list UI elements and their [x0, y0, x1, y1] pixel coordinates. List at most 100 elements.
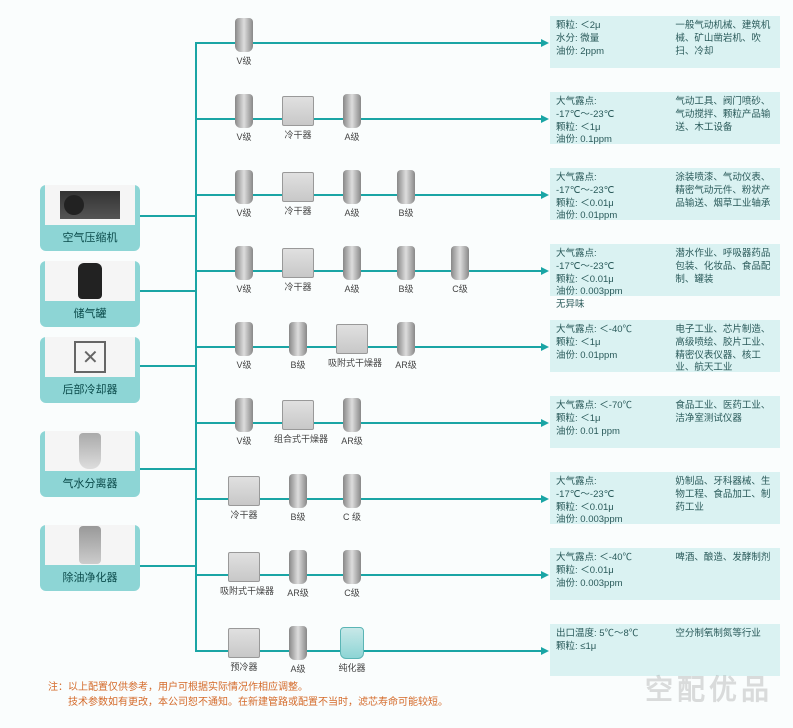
- filter-icon: [343, 474, 361, 508]
- node-label: 储气罐: [40, 301, 140, 327]
- flow-row: 冷干器 B级 C 级 大气露点: -17℃～-23℃ 颗粒: ＜0.01μ 油份: 0…: [220, 468, 780, 528]
- filter-icon: [235, 18, 253, 52]
- stage: B级: [382, 170, 430, 219]
- stage-label: C级: [328, 586, 376, 599]
- dryer-icon: [282, 172, 314, 202]
- spec-params: 大气露点: ＜-40℃ 颗粒: ＜1μ 油份: 0.01ppm: [556, 324, 669, 368]
- node-label: 气水分离器: [40, 471, 140, 497]
- spec-box: 大气露点: ＜-40℃ 颗粒: ＜0.01μ 油份: 0.003ppm啤酒、酿造…: [550, 548, 780, 600]
- stage-label: B级: [382, 282, 430, 295]
- dryer-icon: [336, 324, 368, 354]
- filter-icon: [343, 550, 361, 584]
- stage-label: 纯化器: [328, 661, 376, 674]
- dryer-icon: [228, 552, 260, 582]
- stage: 冷干器: [274, 248, 322, 293]
- tank-icon: [45, 261, 135, 301]
- filter-icon: [289, 322, 307, 356]
- filter-icon: [235, 398, 253, 432]
- stage: A级: [274, 626, 322, 675]
- spec-params: 大气露点: -17℃～-23℃ 颗粒: ＜0.01μ 油份: 0.003ppm: [556, 476, 669, 520]
- dryer-icon: [282, 400, 314, 430]
- filter-icon: [397, 322, 415, 356]
- stage: 组合式干燥器: [274, 400, 322, 445]
- node-oil-purifier: 除油净化器: [40, 525, 140, 591]
- spec-params: 大气露点: -17℃～-23℃ 颗粒: ＜1μ 油份: 0.1ppm: [556, 96, 669, 140]
- stage: A级: [328, 246, 376, 295]
- stage: C级: [436, 246, 484, 295]
- stage: AR级: [274, 550, 322, 599]
- stage-label: A级: [328, 130, 376, 143]
- dryer-icon: [228, 476, 260, 506]
- stage-label: A级: [274, 662, 322, 675]
- stage-label: 组合式干燥器: [274, 432, 322, 445]
- spec-apps: 一般气动机械、建筑机械、矿山凿岩机、吹扫、冷却: [669, 20, 774, 64]
- compressor-icon: [45, 185, 135, 225]
- stage: 冷干器: [274, 96, 322, 141]
- spec-box: 大气露点: ＜-40℃ 颗粒: ＜1μ 油份: 0.01ppm电子工业、芯片制造…: [550, 320, 780, 372]
- stage: 吸附式干燥器: [328, 324, 376, 369]
- filter-icon: [343, 94, 361, 128]
- spec-apps: 气动工具、阀门喷砂、气动搅拌、颗粒产品输送、木工设备: [669, 96, 774, 140]
- filter-icon: [451, 246, 469, 280]
- filter-icon: [235, 322, 253, 356]
- spec-apps: 食品工业、医药工业、洁净室测试仪器: [669, 400, 774, 444]
- stage-label: V级: [220, 358, 268, 371]
- stage: B级: [274, 322, 322, 371]
- spec-apps: 奶制品、牙科器械、生物工程、食品加工、制药工业: [669, 476, 774, 520]
- stage: V级: [220, 246, 268, 295]
- stage-label: V级: [220, 282, 268, 295]
- flow-row: V级冷干器 A级 B级 C级 大气露点: -17℃～-23℃ 颗粒: ＜0.01μ 油份…: [220, 240, 780, 300]
- fan-icon: [45, 337, 135, 377]
- stage-label: 冷干器: [220, 508, 268, 521]
- node-label: 空气压缩机: [40, 225, 140, 251]
- stage-label: B级: [274, 358, 322, 371]
- spec-box: 大气露点: -17℃～-23℃ 颗粒: ＜0.01μ 油份: 0.003ppm …: [550, 244, 780, 296]
- stage-label: 吸附式干燥器: [328, 356, 376, 369]
- stage-label: C级: [436, 282, 484, 295]
- dryer-icon: [228, 628, 260, 658]
- flow-row: V级冷干器A级B级大气露点: -17℃～-23℃ 颗粒: ＜0.01μ 油份: …: [220, 164, 780, 224]
- filter-icon: [397, 246, 415, 280]
- dryer-icon: [282, 248, 314, 278]
- stage-label: AR级: [328, 434, 376, 447]
- stage-label: 冷干器: [274, 204, 322, 217]
- stage: 预冷器: [220, 628, 268, 673]
- stage-label: AR级: [274, 586, 322, 599]
- stage-label: B级: [382, 206, 430, 219]
- trunk-line: [140, 290, 195, 292]
- dryer-icon: [282, 96, 314, 126]
- stage: V级: [220, 94, 268, 143]
- stage: V级: [220, 398, 268, 447]
- spec-box: 大气露点: ＜-70℃ 颗粒: ＜1μ 油份: 0.01 ppm食品工业、医药工…: [550, 396, 780, 448]
- filter-icon: [343, 170, 361, 204]
- filter-icon: [289, 550, 307, 584]
- spec-params: 大气露点: ＜-40℃ 颗粒: ＜0.01μ 油份: 0.003ppm: [556, 552, 669, 596]
- stage-label: V级: [220, 54, 268, 67]
- filter-icon: [235, 246, 253, 280]
- flow-row: V级冷干器 A级 大气露点: -17℃～-23℃ 颗粒: ＜1μ 油份: 0.1pp…: [220, 88, 780, 148]
- stage: B级: [274, 474, 322, 523]
- stage: A级: [328, 94, 376, 143]
- spec-params: 大气露点: ＜-70℃ 颗粒: ＜1μ 油份: 0.01 ppm: [556, 400, 669, 444]
- stage: 吸附式干燥器: [220, 552, 268, 597]
- trunk-line: [140, 365, 195, 367]
- spec-params: 颗粒: ＜2μ 水分: 微量 油份: 2ppm: [556, 20, 669, 64]
- filter-icon: [289, 474, 307, 508]
- stage-label: A级: [328, 282, 376, 295]
- spec-params: 出口温度: 5℃～8℃ 颗粒: ≤1μ: [556, 628, 669, 672]
- note-line1: 以上配置仅供参考，用户可根据实际情况作相应调整。: [68, 682, 308, 693]
- stage: C 级: [328, 474, 376, 523]
- stage-label: AR级: [382, 358, 430, 371]
- flow-row: V级 B级吸附式干燥器 AR级 大气露点: ＜-40℃ 颗粒: ＜1μ 油份: 0.0…: [220, 316, 780, 376]
- left-process-column: 空气压缩机 储气罐 后部冷却器 气水分离器 除油净化器: [40, 180, 140, 601]
- stage: B级: [382, 246, 430, 295]
- node-label: 除油净化器: [40, 565, 140, 591]
- stage: 纯化器: [328, 627, 376, 674]
- note-line2: 技术参数如有更改，本公司恕不通知。在新建管路或配置不当时，滤芯寿命可能较短。: [68, 697, 448, 708]
- node-separator: 气水分离器: [40, 431, 140, 497]
- flow-row: V级 颗粒: ＜2μ 水分: 微量 油份: 2ppm一般气动机械、建筑机械、矿山凿…: [220, 12, 780, 72]
- spec-apps: 啤酒、酿造、发酵制剂: [669, 552, 774, 596]
- watermark: 空配优品: [645, 668, 773, 708]
- stage-label: C 级: [328, 510, 376, 523]
- trunk-line: [140, 215, 195, 217]
